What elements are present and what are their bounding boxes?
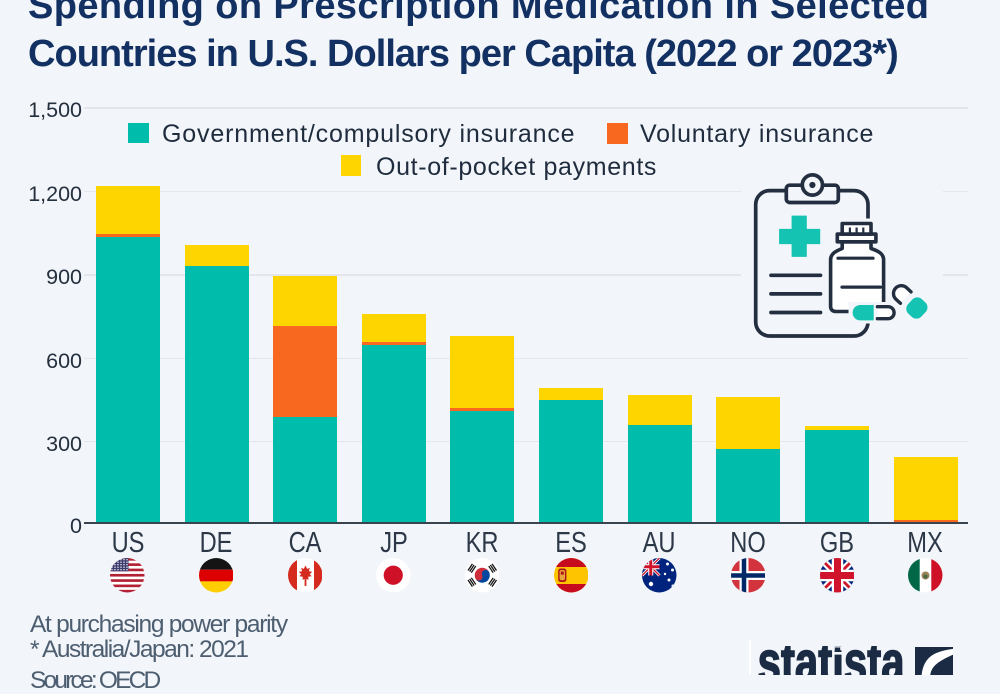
svg-text:statista: statista bbox=[758, 646, 906, 675]
